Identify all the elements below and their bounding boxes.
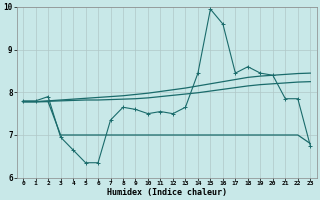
X-axis label: Humidex (Indice chaleur): Humidex (Indice chaleur): [107, 188, 227, 197]
